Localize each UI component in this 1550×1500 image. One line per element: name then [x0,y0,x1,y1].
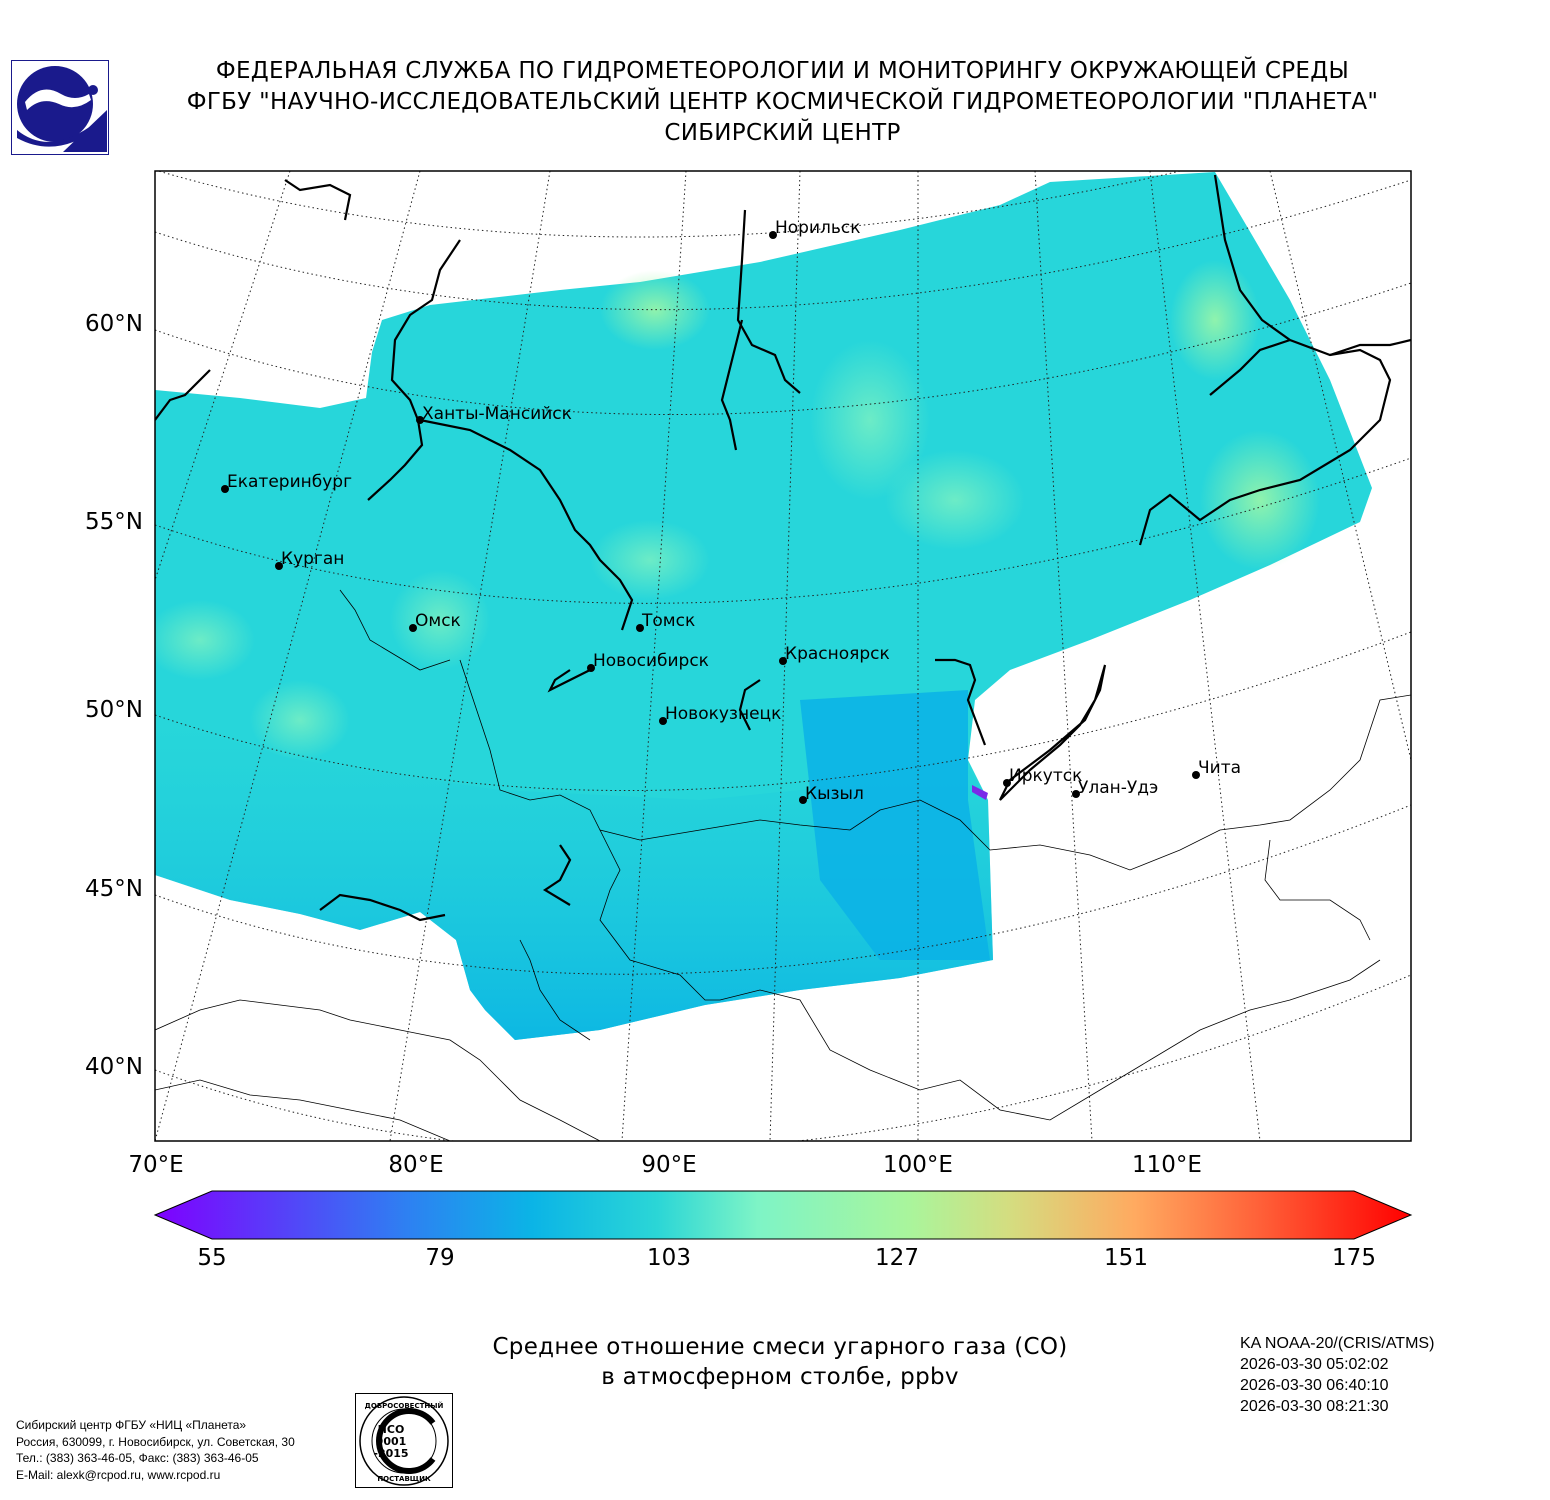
lon-label-90: 90°E [641,1152,697,1178]
graticule [155,171,1411,1141]
lon-label-70: 70°E [128,1152,184,1178]
iso-9001-badge-icon: ДОБРОСОВЕСТНЫЙ ИСО 9001 -2015 ПОСТАВЩИК [355,1393,453,1488]
lat-label-45: 45°N [85,876,143,902]
map-caption: Среднее отношение смеси угарного газа (C… [330,1332,1230,1392]
iso-bottom-text: ПОСТАВЩИК [377,1475,431,1483]
footer-line-3: Тел.: (383) 363-46-05, Факс: (383) 363-4… [16,1451,259,1465]
lat-label-60: 60°N [85,311,143,337]
city-label-norilsk: Норильск [775,218,861,238]
borders [155,589,1411,1141]
colorbar-tick-151: 151 [1104,1245,1148,1271]
header-line-3: СИБИРСКИЙ ЦЕНТР [664,120,901,146]
colorbar-tick-103: 103 [647,1245,691,1271]
map-frame-border [154,170,1412,1142]
co-low-band [155,720,993,1040]
iso-code-2: 9001 [376,1435,407,1448]
pass-time-1: 2026-03-30 05:02:02 [1240,1356,1389,1373]
city-label-khanty-mansiysk: Ханты-Мансийск [422,404,572,424]
city-label-chita: Чита [1198,758,1242,778]
footer-line-1: Сибирский центр ФГБУ «НИЦ «Планета» [16,1418,247,1432]
caption-line-2: в атмосферном столбе, ppbv [601,1364,959,1390]
city-label-krasnoyarsk: Красноярск [785,644,890,664]
city-markers [221,231,1200,804]
iso-code-3: -2015 [373,1447,408,1460]
colorbar-tick-55: 55 [197,1245,227,1271]
footer-line-2: Россия, 630099, г. Новосибирск, ул. Сове… [16,1434,295,1449]
lat-label-55: 55°N [85,509,143,535]
city-label-kurgan: Курган [281,549,345,569]
city-label-ekaterinburg: Екатеринбург [227,472,353,492]
header-line-1: ФЕДЕРАЛЬНАЯ СЛУЖБА ПО ГИДРОМЕТЕОРОЛОГИИ … [215,58,1350,84]
lon-label-100: 100°E [883,1152,953,1178]
lat-label-40: 40°N [85,1054,143,1080]
city-label-ulan-ude: Улан-Удэ [1078,778,1159,798]
satellite-name: KA NOAA-20/(CRIS/ATMS) [1240,1335,1435,1352]
caption-line-1: Среднее отношение смеси угарного газа (C… [492,1334,1068,1360]
city-label-kyzyl: Кызыл [805,784,864,804]
planeta-logo-icon [11,60,109,155]
iso-code-1: ИСО [378,1423,405,1436]
colorbar-tick-79: 79 [425,1245,455,1271]
co-concentration-map [154,170,1412,1142]
lat-label-50: 50°N [85,697,143,723]
header-line-2: ФГБУ "НАУЧНО-ИССЛЕДОВАТЕЛЬСКИЙ ЦЕНТР КОС… [186,89,1379,115]
footer-line-4: E-Mail: alexk@rcpod.ru, www.rcpod.ru [16,1467,221,1482]
satellite-info: KA NOAA-20/(CRIS/ATMS) 2026-03-30 05:02:… [1240,1333,1434,1417]
city-label-novokuznetsk: Новокузнецк [665,704,782,724]
pass-time-2: 2026-03-30 06:40:10 [1240,1377,1389,1394]
city-label-irkutsk: Иркутск [1009,766,1083,786]
rivers [155,174,1411,922]
city-label-omsk: Омск [415,611,461,631]
city-label-tomsk: Томск [642,611,696,631]
city-label-novosibirsk: Новосибирск [593,651,709,671]
footer-contact: Сибирский центр ФГБУ «НИЦ «Планета» Росс… [16,1417,295,1483]
header-title: ФЕДЕРАЛЬНАЯ СЛУЖБА ПО ГИДРОМЕТЕОРОЛОГИИ … [120,56,1445,149]
colorbar-tick-175: 175 [1332,1245,1376,1271]
pass-time-3: 2026-03-30 08:21:30 [1240,1398,1389,1415]
lon-label-110: 110°E [1132,1152,1202,1178]
colorbar [153,1190,1413,1240]
colorbar-tick-127: 127 [875,1245,919,1271]
lon-label-80: 80°E [388,1152,444,1178]
iso-top-text: ДОБРОСОВЕСТНЫЙ [365,1401,444,1410]
